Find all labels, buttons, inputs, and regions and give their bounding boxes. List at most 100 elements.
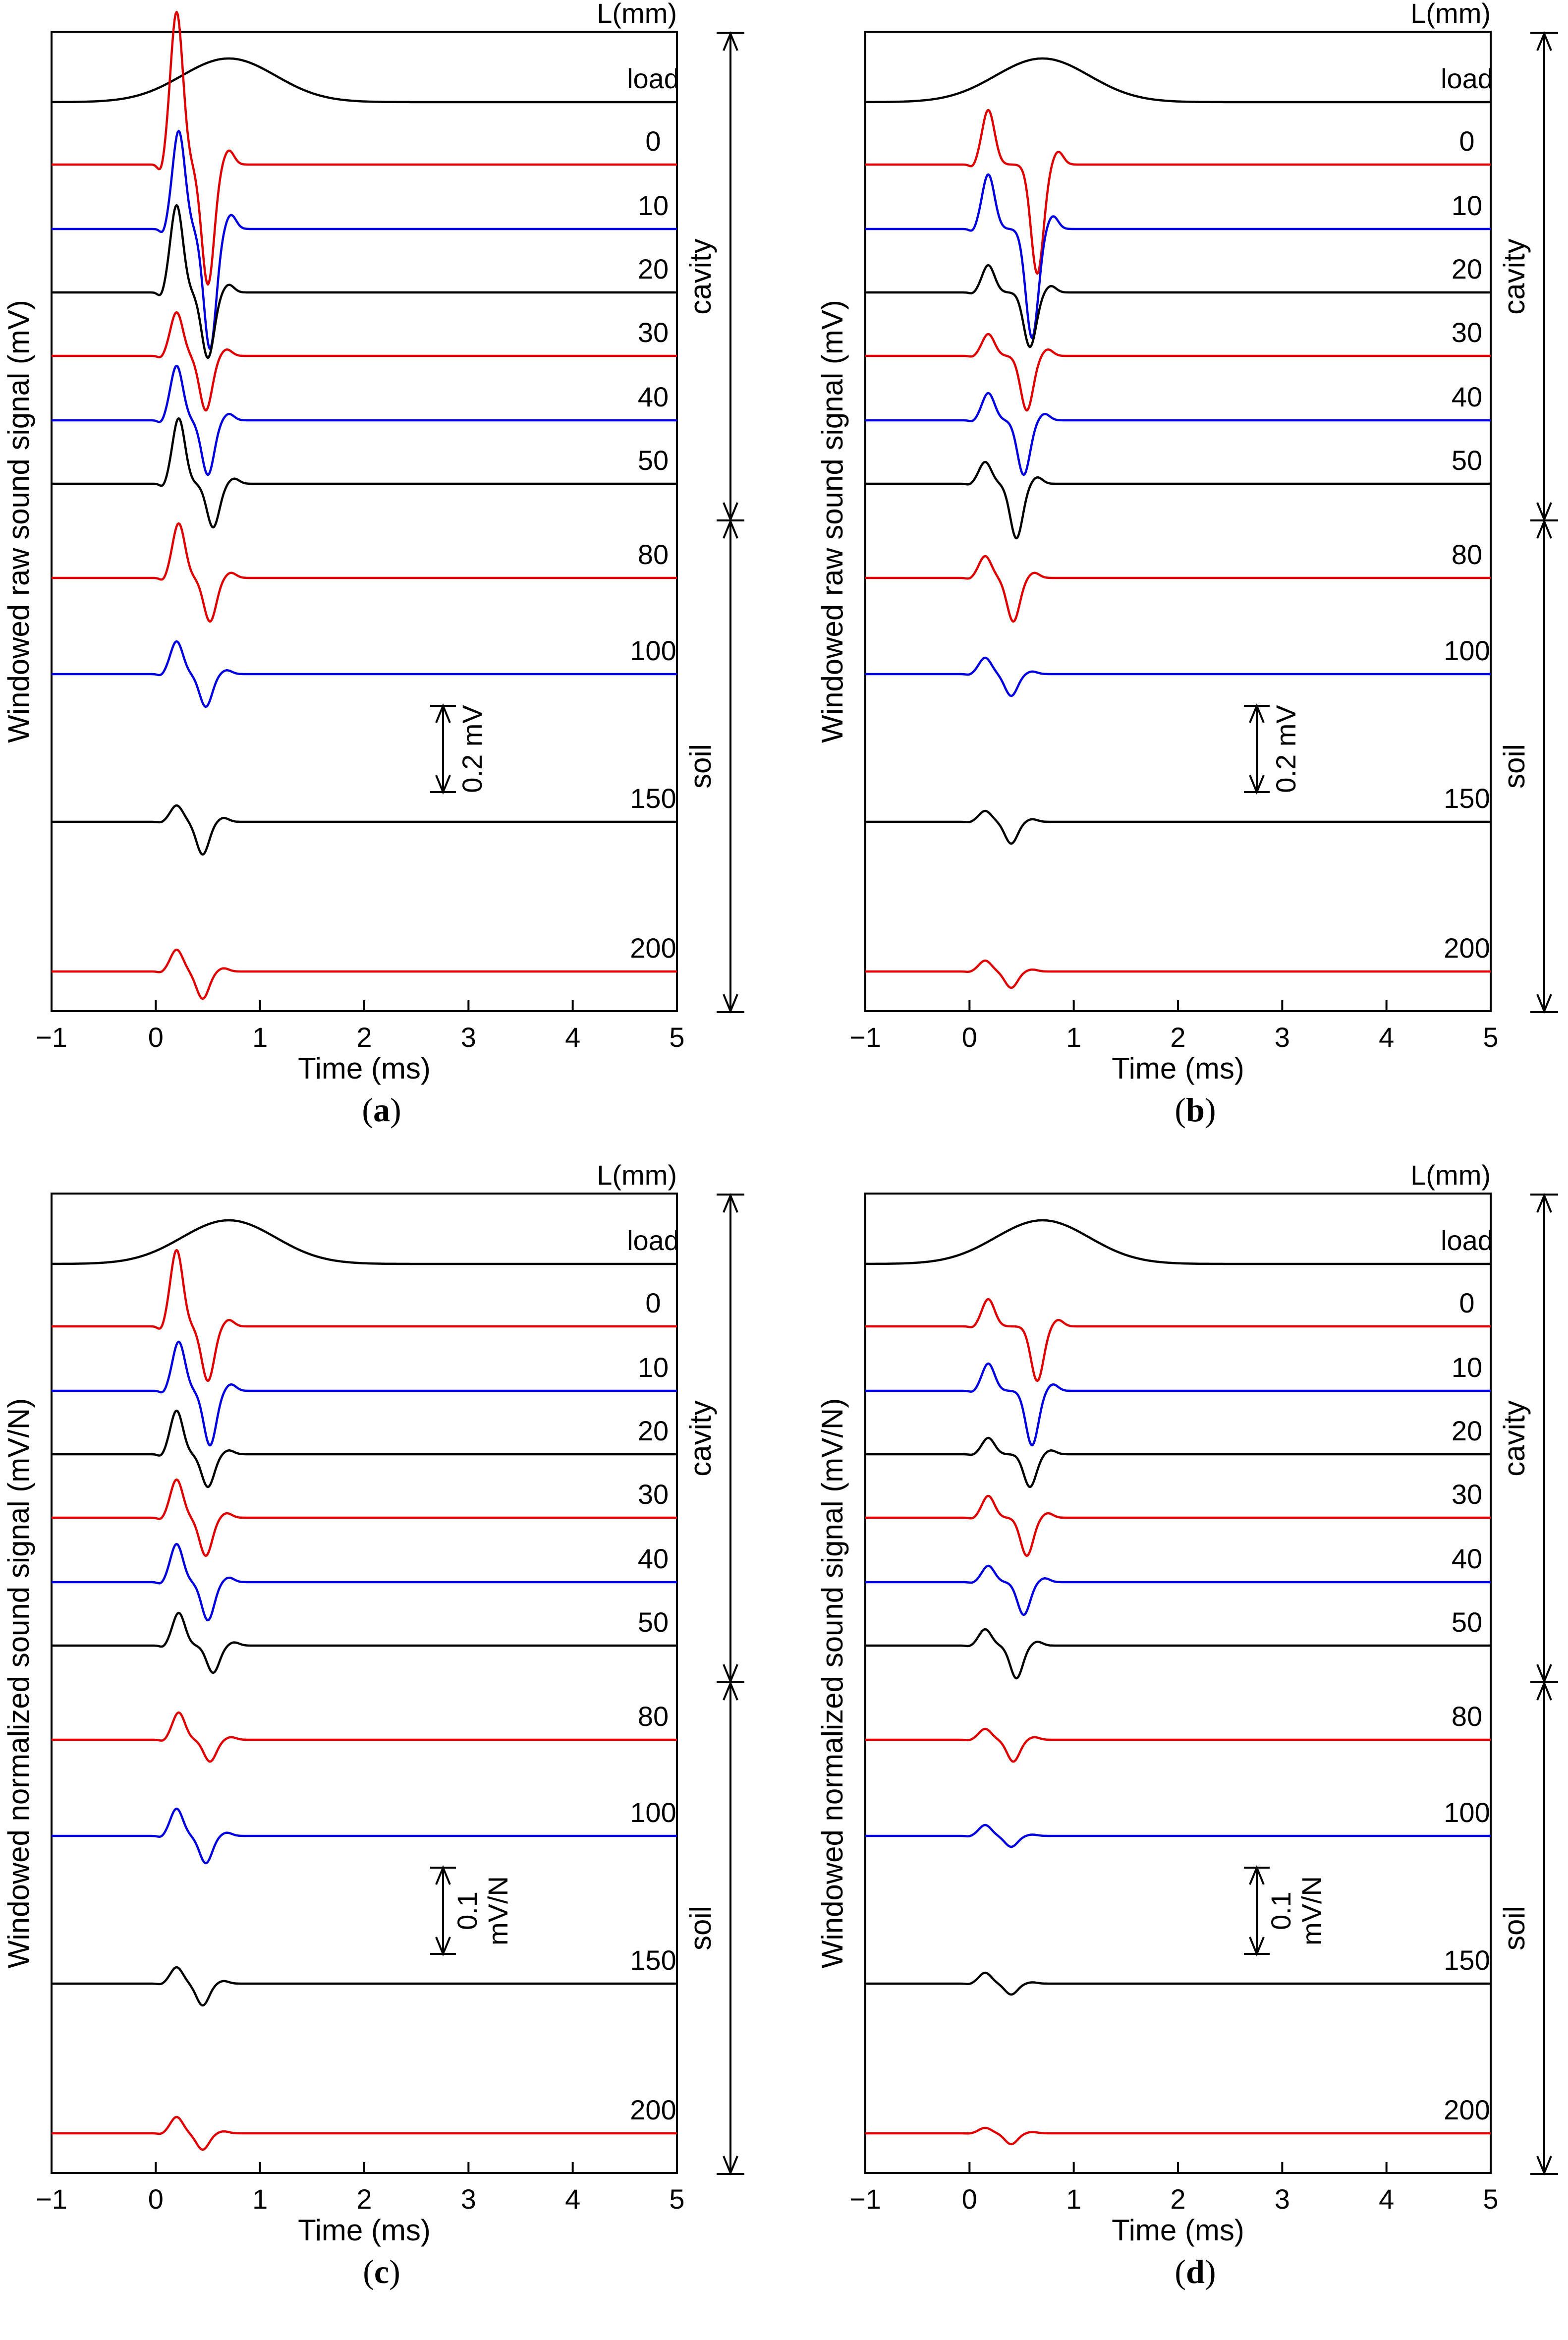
x-tick-label: −1 xyxy=(849,2183,881,2215)
x-tick-label: 3 xyxy=(461,2183,476,2215)
trace-40 xyxy=(865,1564,1491,1616)
trace-100 xyxy=(51,1807,677,1865)
trace-label-40: 40 xyxy=(1452,381,1482,412)
trace-40 xyxy=(865,392,1491,476)
trace-label-10: 10 xyxy=(1452,1352,1482,1383)
trace-label-80: 80 xyxy=(1452,1701,1482,1732)
subfigure-caption: (c) xyxy=(363,2253,400,2290)
trace-80 xyxy=(865,1727,1491,1763)
subfigure-caption: (a) xyxy=(362,1091,401,1129)
x-tick-label: 4 xyxy=(1379,1022,1394,1053)
x-tick-label: 2 xyxy=(356,1022,372,1053)
trace-label-10: 10 xyxy=(1452,190,1482,221)
trace-0 xyxy=(865,1298,1491,1382)
trace-label-0: 0 xyxy=(1459,1287,1474,1318)
trace-header-label: L(mm) xyxy=(597,0,677,29)
scale-bar-arrow-up xyxy=(435,703,451,723)
trace-80 xyxy=(51,522,677,623)
trace-label-40: 40 xyxy=(638,1543,669,1574)
trace-20 xyxy=(865,264,1491,348)
trace-label-40: 40 xyxy=(1452,1543,1482,1574)
trace-50 xyxy=(51,1611,677,1674)
x-tick-label: −1 xyxy=(36,1022,67,1053)
x-tick-label: 4 xyxy=(565,1022,580,1053)
trace-label-150: 150 xyxy=(1444,783,1490,814)
trace-label-0: 0 xyxy=(645,125,661,157)
trace-100 xyxy=(865,1824,1491,1848)
trace-label-200: 200 xyxy=(1444,2094,1490,2125)
trace-0 xyxy=(51,1249,677,1382)
trace-label-load: load xyxy=(1441,1225,1493,1256)
trace-label-0: 0 xyxy=(1459,125,1474,157)
trace-label-40: 40 xyxy=(638,381,669,412)
x-tick-label: 0 xyxy=(962,2183,977,2215)
trace-30 xyxy=(51,311,677,412)
y-axis-label: Windowed raw sound signal (mV) xyxy=(816,300,849,743)
trace-50 xyxy=(51,417,677,529)
scale-bar-arrow-up xyxy=(1249,1865,1265,1885)
trace-label-20: 20 xyxy=(1452,1415,1482,1446)
panel-b: −1 0 1 2 3 4 5 Time (ms) Windowed raw sound sign… xyxy=(816,0,1558,1129)
soil-arrow-up xyxy=(1536,518,1552,539)
trace-header-label: L(mm) xyxy=(1410,1159,1491,1191)
trace-label-load: load xyxy=(1441,63,1493,94)
x-tick-label: 2 xyxy=(356,2183,372,2215)
trace-200 xyxy=(51,2115,677,2151)
soil-label: soil xyxy=(684,1906,717,1950)
trace-200 xyxy=(865,959,1491,989)
trace-label-30: 30 xyxy=(638,1479,669,1510)
trace-20 xyxy=(51,1409,677,1488)
trace-10 xyxy=(51,1340,677,1447)
trace-label-30: 30 xyxy=(638,317,669,348)
trace-label-10: 10 xyxy=(638,190,669,221)
x-tick-label: 4 xyxy=(1379,2183,1394,2215)
scale-bar-arrow-down xyxy=(435,1937,451,1957)
trace-label-100: 100 xyxy=(630,1797,676,1828)
trace-label-100: 100 xyxy=(1444,1797,1490,1828)
trace-100 xyxy=(51,640,677,708)
scale-bar-arrow-down xyxy=(1249,775,1265,795)
soil-arrow-down xyxy=(1536,2156,1552,2176)
y-axis-label: Windowed raw sound signal (mV) xyxy=(2,300,35,743)
soil-arrow-down xyxy=(723,994,738,1014)
soil-label: soil xyxy=(1498,1906,1531,1950)
trace-label-200: 200 xyxy=(1444,932,1490,964)
trace-label-200: 200 xyxy=(630,2094,676,2125)
x-tick-label: 1 xyxy=(1066,2183,1081,2215)
soil-arrow-down xyxy=(1536,994,1552,1014)
soil-arrow-down xyxy=(723,2156,738,2176)
panel-a: −1 0 1 2 3 4 5 Time (ms) Windowed raw sound sign… xyxy=(2,0,744,1129)
x-axis-label: Time (ms) xyxy=(298,1052,431,1085)
x-tick-label: 0 xyxy=(148,2183,164,2215)
cavity-label: cavity xyxy=(1498,1400,1531,1476)
trace-label-20: 20 xyxy=(1452,253,1482,285)
trace-50 xyxy=(865,1628,1491,1680)
trace-load xyxy=(51,1219,677,1265)
soil-arrow-up xyxy=(723,1680,738,1701)
trace-label-20: 20 xyxy=(638,253,669,285)
trace-30 xyxy=(865,1494,1491,1557)
trace-label-150: 150 xyxy=(1444,1944,1490,1976)
trace-label-200: 200 xyxy=(630,932,676,964)
scale-bar-unit: mV/N xyxy=(482,1876,513,1945)
x-tick-label: 1 xyxy=(252,2183,268,2215)
trace-label-load: load xyxy=(627,1225,679,1256)
trace-0 xyxy=(51,10,677,286)
trace-load xyxy=(51,57,677,104)
trace-100 xyxy=(865,656,1491,697)
x-tick-label: 1 xyxy=(1066,1022,1081,1053)
trace-label-100: 100 xyxy=(630,635,676,666)
subfigure-caption: (b) xyxy=(1175,1091,1216,1129)
trace-load xyxy=(865,57,1491,104)
trace-label-150: 150 xyxy=(630,1944,676,1976)
x-tick-label: −1 xyxy=(36,2183,67,2215)
trace-50 xyxy=(865,460,1491,540)
trace-80 xyxy=(865,555,1491,623)
x-tick-label: 0 xyxy=(962,1022,977,1053)
trace-20 xyxy=(51,204,677,359)
trace-label-50: 50 xyxy=(638,1606,669,1638)
cavity-label: cavity xyxy=(684,1400,717,1476)
x-tick-label: 4 xyxy=(565,2183,580,2215)
trace-label-30: 30 xyxy=(1452,1479,1482,1510)
